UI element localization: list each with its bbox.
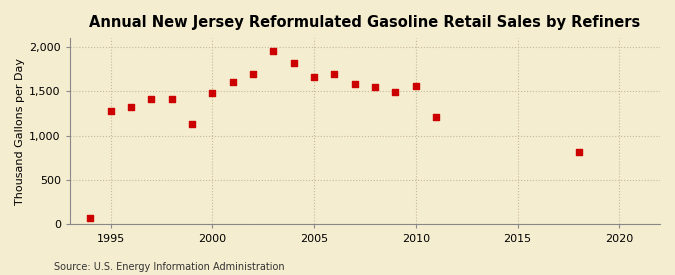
Point [126,105,136,109]
Y-axis label: Thousand Gallons per Day: Thousand Gallons per Day [15,58,25,205]
Point [105,109,116,114]
Point [166,97,177,101]
Point [573,150,584,154]
Point [288,61,299,65]
Point [370,85,381,90]
Point [431,114,441,119]
Point [410,84,421,89]
Point [350,82,360,86]
Title: Annual New Jersey Reformulated Gasoline Retail Sales by Refiners: Annual New Jersey Reformulated Gasoline … [89,15,641,30]
Point [227,80,238,85]
Point [186,122,197,127]
Point [248,72,259,76]
Point [146,97,157,101]
Point [268,48,279,53]
Point [390,90,401,94]
Text: Source: U.S. Energy Information Administration: Source: U.S. Energy Information Administ… [54,262,285,272]
Point [329,72,340,76]
Point [207,91,217,95]
Point [85,216,96,220]
Point [308,75,319,79]
